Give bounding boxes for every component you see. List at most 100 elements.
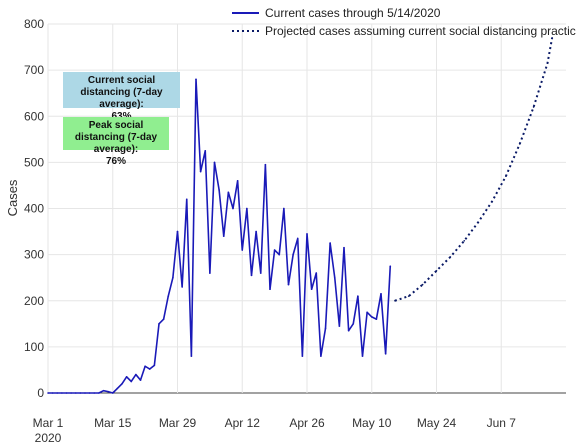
data-point <box>357 295 359 297</box>
annotation-peak-title: Peak social distancing (7-day average): <box>74 120 158 155</box>
data-point <box>324 327 327 330</box>
data-point <box>505 175 507 178</box>
data-point <box>347 329 350 332</box>
data-point <box>148 368 151 370</box>
data-point <box>116 387 119 390</box>
data-point <box>394 299 396 302</box>
data-point <box>292 253 294 256</box>
data-point <box>301 355 304 357</box>
data-point <box>84 392 86 394</box>
series-projected-cases <box>394 37 554 302</box>
data-point <box>320 355 322 357</box>
annotation-current-social-distancing: Current social distancing (7-day average… <box>63 72 180 122</box>
y-tick-label: 800 <box>24 17 44 31</box>
annotation-peak-value: 76% <box>105 156 126 167</box>
data-point <box>209 272 211 274</box>
data-point <box>551 37 553 39</box>
data-point <box>79 392 82 394</box>
y-tick-label: 300 <box>24 248 44 262</box>
data-point <box>315 272 318 274</box>
data-point <box>227 191 230 194</box>
data-point <box>93 392 96 394</box>
data-point <box>338 325 341 327</box>
data-point <box>477 221 479 224</box>
data-point <box>125 376 128 378</box>
data-point <box>333 276 336 279</box>
data-point <box>389 265 392 267</box>
x-tick-sublabel: 2020 <box>35 431 62 445</box>
series-current-cases <box>47 78 392 394</box>
y-tick-label: 200 <box>24 294 44 308</box>
y-tick-label: 0 <box>37 386 44 400</box>
data-point <box>361 355 364 357</box>
y-tick-label: 600 <box>24 109 44 123</box>
data-point <box>384 352 387 355</box>
y-tick-label: 100 <box>24 340 44 354</box>
legend-label-current: Current cases through 5/14/2020 <box>265 6 441 20</box>
x-tick-label: Mar 15 <box>94 416 132 430</box>
data-point <box>222 235 225 237</box>
data-point <box>278 253 281 256</box>
data-point <box>172 276 174 279</box>
data-point <box>51 392 54 394</box>
data-point <box>195 78 197 81</box>
annotation-current-value: 63% <box>65 111 178 123</box>
data-point <box>380 293 382 295</box>
data-point <box>158 323 160 325</box>
data-point <box>61 392 63 394</box>
data-point <box>135 373 137 376</box>
series-line <box>394 37 554 302</box>
data-point <box>352 323 355 325</box>
data-point <box>343 246 345 249</box>
data-point <box>65 392 68 394</box>
data-point <box>111 392 114 394</box>
data-point <box>190 355 193 357</box>
data-point <box>273 249 276 251</box>
y-axis-title: Cases <box>5 179 20 216</box>
data-point <box>241 249 244 251</box>
data-point <box>435 269 438 272</box>
legend[interactable]: Current cases through 5/14/2020 Projecte… <box>232 6 576 38</box>
legend-label-projected: Projected cases assuming current social … <box>265 24 576 38</box>
data-point <box>250 274 253 277</box>
data-point <box>449 256 452 258</box>
data-point <box>370 316 373 318</box>
data-point <box>306 233 308 235</box>
data-point <box>213 161 216 164</box>
data-point <box>47 392 49 394</box>
data-point <box>269 288 271 291</box>
data-point <box>167 295 170 297</box>
data-point <box>176 230 179 233</box>
data-point <box>121 382 123 385</box>
data-point <box>375 318 378 321</box>
data-point <box>70 392 72 394</box>
annotation-peak-social-distancing: Peak social distancing (7-day average): … <box>63 117 169 167</box>
x-tick-label: May 10 <box>352 416 392 430</box>
data-point <box>255 230 257 233</box>
y-tick-label: 500 <box>24 155 44 169</box>
data-point <box>232 207 234 210</box>
y-tick-labels: 0 100 200 300 400 500 600 700 800 <box>24 17 44 400</box>
data-point <box>144 365 146 368</box>
data-point <box>74 392 77 394</box>
data-point <box>296 237 299 240</box>
data-point <box>421 283 424 286</box>
data-point <box>107 390 109 393</box>
data-point <box>407 295 410 297</box>
annotation-current-title: Current social distancing (7-day average… <box>80 75 163 110</box>
data-point <box>218 189 220 191</box>
data-point <box>366 311 368 314</box>
data-point <box>153 364 156 367</box>
data-point <box>287 283 290 286</box>
data-point <box>246 207 248 210</box>
x-tick-label: Apr 12 <box>225 416 261 430</box>
y-tick-label: 700 <box>24 63 44 77</box>
data-point <box>181 286 183 288</box>
data-point <box>56 392 59 394</box>
x-tick-label: Mar 1 <box>33 416 64 430</box>
x-tick-label: Apr 26 <box>289 416 325 430</box>
x-tick-label: Jun 7 <box>487 416 517 430</box>
data-point <box>518 143 521 145</box>
